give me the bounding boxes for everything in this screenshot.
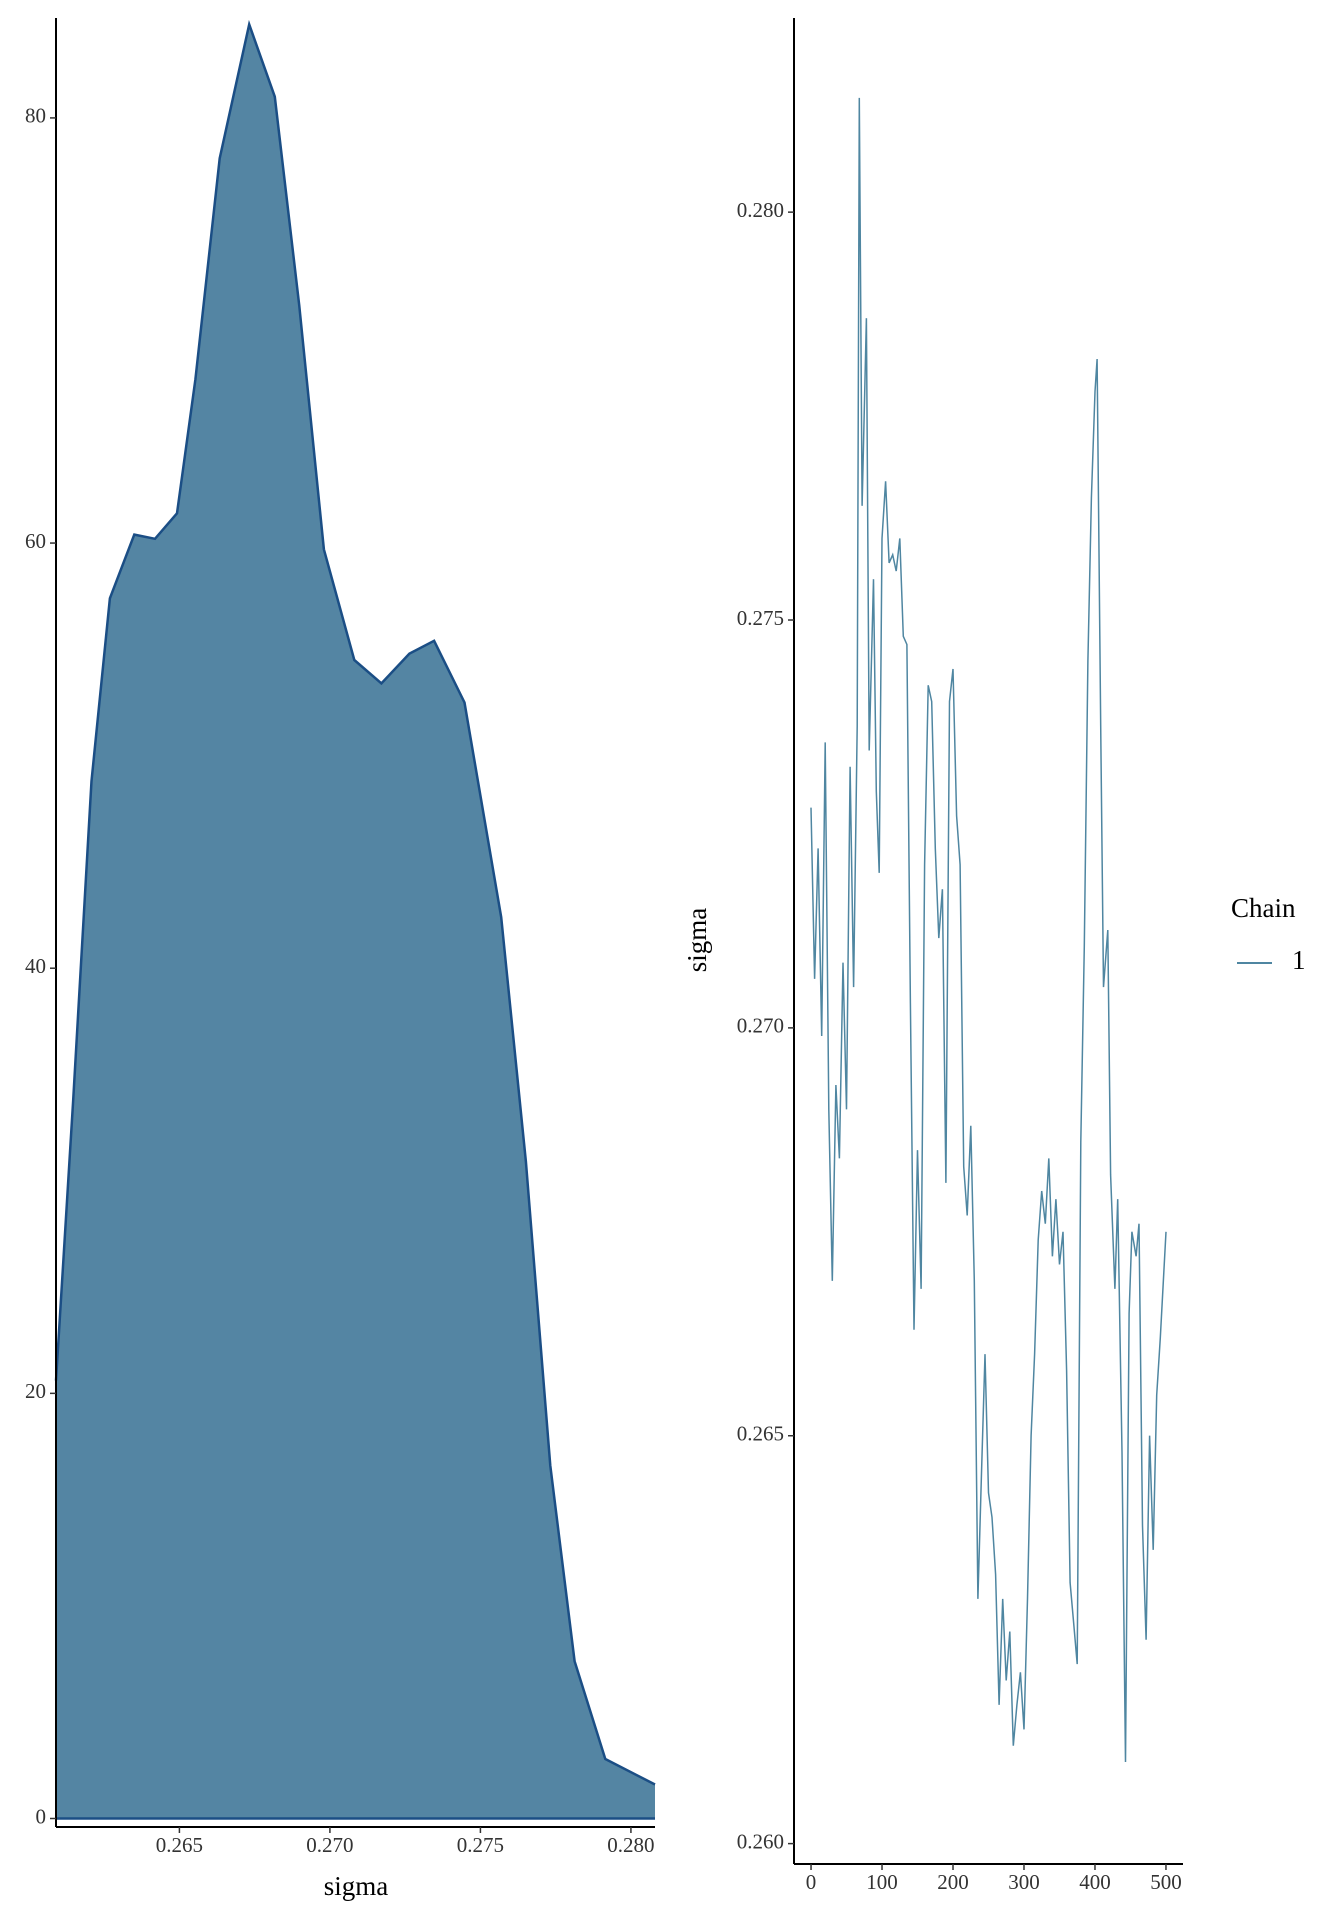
y-tick-label: 0.275 xyxy=(737,606,784,630)
legend-title: Chain xyxy=(1231,893,1296,923)
x-tick-label: 0.275 xyxy=(457,1833,504,1857)
y-tick-label: 0.280 xyxy=(737,198,784,222)
y-tick-label: 60 xyxy=(25,529,46,553)
x-tick-label: 0.265 xyxy=(156,1833,203,1857)
x-tick-label: 200 xyxy=(937,1870,969,1894)
y-tick-label: 0.260 xyxy=(737,1829,784,1853)
y-tick-label: 0 xyxy=(36,1804,47,1828)
density-line xyxy=(54,19,656,1786)
x-tick-label: 0.280 xyxy=(607,1833,654,1857)
x-tick-label: 400 xyxy=(1079,1870,1111,1894)
legend-label: 1 xyxy=(1292,945,1306,975)
x-tick-label: 500 xyxy=(1150,1870,1182,1894)
x-tick-label: 0 xyxy=(806,1870,817,1894)
x-tick-label: 0.270 xyxy=(306,1833,353,1857)
x-tick-label: 300 xyxy=(1008,1870,1040,1894)
y-tick-label: 0.265 xyxy=(737,1422,784,1446)
y-tick-label: 80 xyxy=(25,104,46,128)
x-axis-title: sigma xyxy=(324,1871,389,1901)
y-tick-label: 40 xyxy=(25,954,46,978)
x-tick-label: 100 xyxy=(866,1870,898,1894)
y-tick-label: 0.270 xyxy=(737,1014,784,1038)
trace-line xyxy=(810,97,1167,1763)
density-area xyxy=(56,24,655,1819)
y-axis-title: sigma xyxy=(682,908,712,973)
y-tick-label: 20 xyxy=(25,1379,46,1403)
